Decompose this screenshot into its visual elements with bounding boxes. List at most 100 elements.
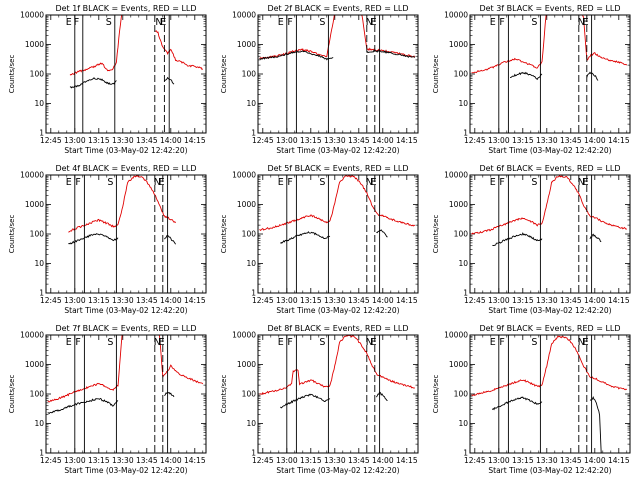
- x-axis-label: Start Time (03-May-02 12:42:20): [488, 466, 611, 475]
- x-tick-label: 13:30: [112, 456, 134, 465]
- y-tick-label: 1: [39, 289, 44, 298]
- marker-label: E: [490, 337, 496, 348]
- x-tick-label: 12:45: [464, 296, 486, 305]
- x-axis-label: Start Time (03-May-02 12:42:20): [64, 466, 187, 475]
- panel-title: Det 2f BLACK = Events, RED = LLD: [267, 4, 408, 13]
- x-tick-label: 14:15: [396, 296, 418, 305]
- y-tick-label: 1000: [25, 360, 44, 369]
- marker-label: E: [278, 17, 284, 28]
- detector-panel-5f: Det 5f BLACK = Events, RED = LLD Counts/s…: [220, 164, 419, 315]
- x-tick-label: 14:00: [160, 136, 182, 145]
- x-tick-label: 13:00: [64, 456, 86, 465]
- y-tick-label: 10: [458, 259, 468, 268]
- events-series-line: [164, 391, 175, 398]
- x-tick-label: 13:45: [560, 296, 582, 305]
- x-tick-label: 13:00: [276, 456, 298, 465]
- y-tick-label: 10000: [232, 331, 256, 340]
- y-tick-label: 10000: [444, 171, 468, 180]
- marker-label: F: [74, 17, 79, 28]
- y-tick-label: 10000: [444, 331, 468, 340]
- detector-panel-8f: Det 8f BLACK = Events, RED = LLD Counts/s…: [220, 324, 419, 475]
- lld-series-line: [259, 335, 415, 395]
- marker-label: N: [154, 177, 161, 188]
- plot-frame: [45, 174, 207, 294]
- x-tick-label: 14:15: [184, 296, 206, 305]
- marker-label: S: [531, 337, 537, 348]
- x-tick-label: 12:45: [252, 296, 274, 305]
- lld-series-line: [471, 15, 547, 74]
- x-tick-label: 14:15: [396, 136, 418, 145]
- x-tick-label: 13:15: [512, 456, 534, 465]
- events-series-line: [492, 232, 543, 247]
- x-axis-label: Start Time (03-May-02 12:42:20): [488, 306, 611, 315]
- detector-panel-6f: Det 6f BLACK = Events, RED = LLD Counts/s…: [432, 164, 631, 315]
- y-tick-label: 1: [251, 449, 256, 458]
- x-tick-label: 13:00: [64, 136, 86, 145]
- marker-label: E: [583, 17, 589, 28]
- x-tick-label: 13:45: [348, 296, 370, 305]
- x-axis-label: Start Time (03-May-02 12:42:20): [64, 306, 187, 315]
- plot-frame: [469, 174, 631, 294]
- y-tick-label: 10: [246, 99, 256, 108]
- y-tick-label: 10000: [444, 11, 468, 20]
- plot-frame: [469, 14, 631, 134]
- x-tick-label: 14:15: [608, 296, 630, 305]
- y-tick-label: 10: [34, 419, 44, 428]
- marker-label: S: [106, 17, 112, 28]
- marker-label: N: [154, 337, 161, 348]
- x-tick-label: 13:45: [348, 456, 370, 465]
- events-series-line: [280, 393, 331, 409]
- x-tick-label: 13:00: [488, 296, 510, 305]
- y-axis-label: Counts/sec: [220, 375, 228, 414]
- panel-title: Det 1f BLACK = Events, RED = LLD: [55, 4, 196, 13]
- events-series-line: [366, 49, 416, 58]
- y-axis-label: Counts/sec: [432, 375, 440, 414]
- y-tick-label: 1000: [25, 40, 44, 49]
- lld-series-line: [154, 30, 204, 71]
- y-tick-label: 10000: [20, 331, 44, 340]
- events-series-line: [510, 71, 543, 81]
- x-tick-label: 12:45: [464, 136, 486, 145]
- lld-series-line: [259, 175, 416, 232]
- x-tick-label: 13:15: [88, 456, 110, 465]
- plot-frame: [257, 174, 419, 294]
- y-tick-label: 10: [458, 99, 468, 108]
- events-series-line: [376, 229, 388, 238]
- y-tick-label: 1: [463, 449, 468, 458]
- y-tick-label: 1000: [237, 40, 256, 49]
- x-tick-label: 14:15: [396, 456, 418, 465]
- x-axis-label: Start Time (03-May-02 12:42:20): [276, 146, 399, 155]
- x-tick-label: 14:15: [608, 456, 630, 465]
- lld-series-line: [471, 175, 628, 235]
- y-axis-label: Counts/sec: [432, 55, 440, 94]
- panel-title: Det 6f BLACK = Events, RED = LLD: [479, 164, 620, 173]
- x-tick-label: 13:45: [348, 136, 370, 145]
- x-tick-label: 12:45: [40, 136, 62, 145]
- y-axis-label: Counts/sec: [220, 55, 228, 94]
- x-tick-label: 13:15: [300, 296, 322, 305]
- y-tick-label: 100: [454, 70, 469, 79]
- lld-series-line: [47, 335, 123, 403]
- x-tick-label: 14:00: [160, 296, 182, 305]
- marker-label: E: [66, 337, 72, 348]
- x-tick-label: 13:30: [112, 136, 134, 145]
- y-tick-label: 100: [242, 390, 257, 399]
- lld-series-line: [68, 175, 176, 233]
- plot-frame: [257, 334, 419, 454]
- x-tick-label: 12:45: [252, 456, 274, 465]
- events-series-line: [164, 234, 176, 245]
- x-tick-label: 12:45: [40, 296, 62, 305]
- y-tick-label: 10000: [232, 11, 256, 20]
- panel-title: Det 8f BLACK = Events, RED = LLD: [267, 324, 408, 333]
- lld-series-line: [69, 15, 123, 76]
- x-tick-label: 13:00: [488, 456, 510, 465]
- y-tick-label: 10000: [232, 171, 256, 180]
- events-series-line: [47, 397, 119, 415]
- x-tick-label: 13:15: [300, 136, 322, 145]
- y-tick-label: 1: [463, 129, 468, 138]
- y-tick-label: 100: [454, 390, 469, 399]
- x-axis-label: Start Time (03-May-02 12:42:20): [276, 306, 399, 315]
- y-tick-label: 1000: [237, 200, 256, 209]
- x-tick-label: 14:00: [372, 296, 394, 305]
